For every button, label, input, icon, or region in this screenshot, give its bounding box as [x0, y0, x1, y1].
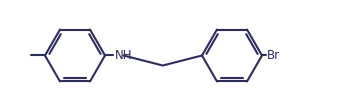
Text: NH: NH — [115, 49, 132, 62]
Text: Br: Br — [267, 49, 280, 62]
